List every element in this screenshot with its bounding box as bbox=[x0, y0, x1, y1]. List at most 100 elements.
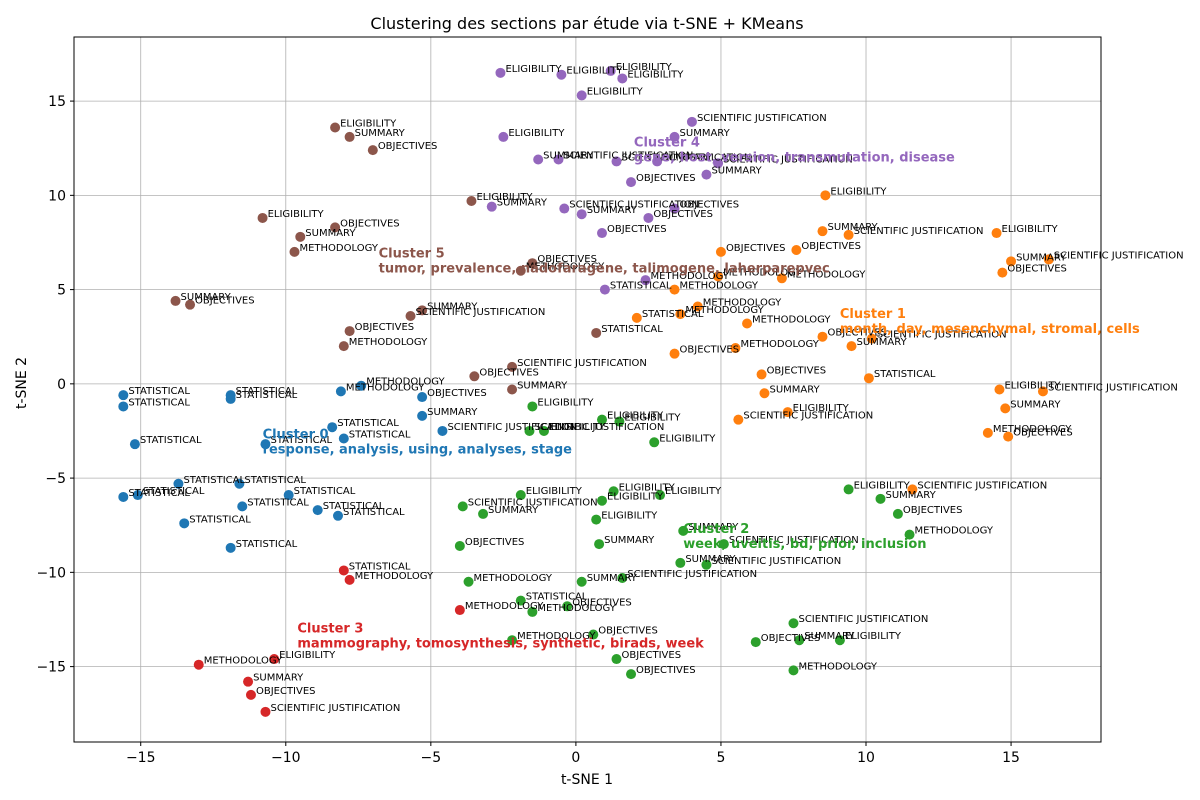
point-label: OBJECTIVES bbox=[726, 243, 786, 254]
point-label: SCIENTIFIC JUSTIFICATION bbox=[468, 497, 598, 508]
point-label: SUMMARY bbox=[497, 198, 548, 209]
point-label: METHODOLOGY bbox=[685, 305, 764, 316]
x-axis-label: t-SNE 1 bbox=[561, 772, 613, 788]
data-point bbox=[330, 222, 341, 233]
point-label: METHODOLOGY bbox=[346, 382, 425, 393]
point-label: METHODOLOGY bbox=[299, 243, 378, 254]
data-point bbox=[179, 518, 190, 529]
data-point bbox=[640, 275, 651, 286]
data-point bbox=[327, 422, 338, 433]
data-point bbox=[170, 295, 181, 306]
point-label: OBJECTIVES bbox=[767, 365, 827, 376]
point-label: SCIENTIFIC JUSTIFICATION bbox=[917, 480, 1047, 491]
point-label: SUMMARY bbox=[587, 573, 638, 584]
data-point bbox=[791, 245, 802, 256]
point-label: SUMMARY bbox=[827, 222, 878, 233]
point-label: SUMMARY bbox=[711, 166, 762, 177]
data-point bbox=[335, 386, 346, 397]
data-point bbox=[631, 312, 642, 323]
data-point bbox=[713, 158, 724, 169]
data-point bbox=[1037, 386, 1048, 397]
cluster-title: Cluster 0 bbox=[263, 428, 329, 443]
point-label: SUMMARY bbox=[427, 301, 478, 312]
point-label: SCIENTIFIC JUSTIFICATION bbox=[622, 152, 752, 163]
data-point bbox=[904, 529, 915, 540]
point-label: STATISTICAL bbox=[140, 435, 202, 446]
point-label: ELIGIBILITY bbox=[627, 69, 684, 80]
point-label: METHODOLOGY bbox=[752, 315, 831, 326]
point-label: SUMMARY bbox=[604, 535, 655, 546]
data-point bbox=[417, 392, 428, 403]
y-tick-label: −10 bbox=[36, 565, 66, 581]
data-point bbox=[652, 156, 663, 167]
point-label: OBJECTIVES bbox=[607, 224, 667, 235]
data-point bbox=[132, 490, 143, 501]
point-label: SUMMARY bbox=[305, 228, 356, 239]
data-point bbox=[982, 427, 993, 438]
point-label: OBJECTIVES bbox=[1007, 264, 1067, 275]
data-point bbox=[333, 510, 344, 521]
data-point bbox=[701, 169, 712, 180]
cluster-title: Cluster 2 bbox=[683, 522, 749, 537]
point-label: SUMMARY bbox=[543, 151, 594, 162]
cluster-title: Cluster 5 bbox=[379, 247, 445, 262]
data-point bbox=[669, 284, 680, 295]
data-point bbox=[742, 318, 753, 329]
point-label: ELIGIBILITY bbox=[601, 511, 658, 522]
point-label: SCIENTIFIC JUSTIFICATION bbox=[270, 703, 400, 714]
point-label: METHODOLOGY bbox=[993, 424, 1072, 435]
data-point bbox=[594, 539, 605, 550]
data-point bbox=[118, 491, 129, 502]
axis-ticks: −15 −10 −5 0 5 10 15 −15 −10 −5 0 5 10 15 bbox=[36, 94, 1020, 766]
point-label: STATISTICAL bbox=[270, 435, 332, 446]
point-label: ELIGIBILITY bbox=[587, 86, 644, 97]
data-point bbox=[367, 145, 378, 156]
data-point bbox=[486, 201, 497, 212]
point-label: METHODOLOGY bbox=[537, 603, 616, 614]
point-label: STATISTICAL bbox=[128, 397, 190, 408]
point-label: SCIENTIFIC JUSTIFICATION bbox=[1054, 250, 1184, 261]
data-point bbox=[312, 505, 323, 516]
data-point bbox=[614, 416, 625, 427]
point-label: ELIGIBILITY bbox=[566, 66, 623, 77]
point-label: SUMMARY bbox=[1010, 399, 1061, 410]
data-point bbox=[597, 495, 608, 506]
x-tick-label: 5 bbox=[716, 750, 725, 766]
point-label: OBJECTIVES bbox=[761, 633, 821, 644]
data-point bbox=[817, 226, 828, 237]
data-point bbox=[245, 689, 256, 700]
data-point bbox=[193, 659, 204, 670]
point-label: SCIENTIFIC JUSTIFICATION bbox=[854, 226, 984, 237]
data-point bbox=[344, 326, 355, 337]
point-label: STATISTICAL bbox=[294, 486, 356, 497]
cluster-title: Cluster 3 bbox=[297, 622, 363, 637]
data-point bbox=[344, 574, 355, 585]
point-label: ELIGIBILITY bbox=[793, 403, 850, 414]
data-point bbox=[260, 706, 271, 717]
point-label: SCIENTIFIC JUSTIFICATION bbox=[723, 154, 853, 165]
data-point bbox=[289, 246, 300, 257]
data-point bbox=[507, 384, 518, 395]
data-point bbox=[669, 203, 680, 214]
point-label: SCIENTIFIC JUSTIFICATION bbox=[743, 411, 873, 422]
data-point bbox=[866, 333, 877, 344]
point-label: SCIENTIFIC JUSTIFICATION bbox=[877, 330, 1007, 341]
data-point bbox=[417, 410, 428, 421]
point-label: SCIENTIFIC JUSTIFICATION bbox=[517, 358, 647, 369]
point-label: SUMMARY bbox=[355, 128, 406, 139]
x-tick-label: 10 bbox=[857, 750, 875, 766]
point-label: STATISTICAL bbox=[143, 486, 205, 497]
point-label: METHODOLOGY bbox=[915, 526, 994, 537]
data-point bbox=[356, 380, 367, 391]
data-point bbox=[559, 203, 570, 214]
data-point bbox=[225, 542, 236, 553]
point-label: ELIGIBILITY bbox=[665, 486, 722, 497]
point-label: ELIGIBILITY bbox=[526, 486, 583, 497]
data-point bbox=[466, 195, 477, 206]
data-point bbox=[515, 265, 526, 276]
data-point bbox=[507, 635, 518, 646]
data-point bbox=[527, 258, 538, 269]
point-label: OBJECTIVES bbox=[801, 241, 861, 252]
point-label: STATISTICAL bbox=[610, 281, 672, 292]
